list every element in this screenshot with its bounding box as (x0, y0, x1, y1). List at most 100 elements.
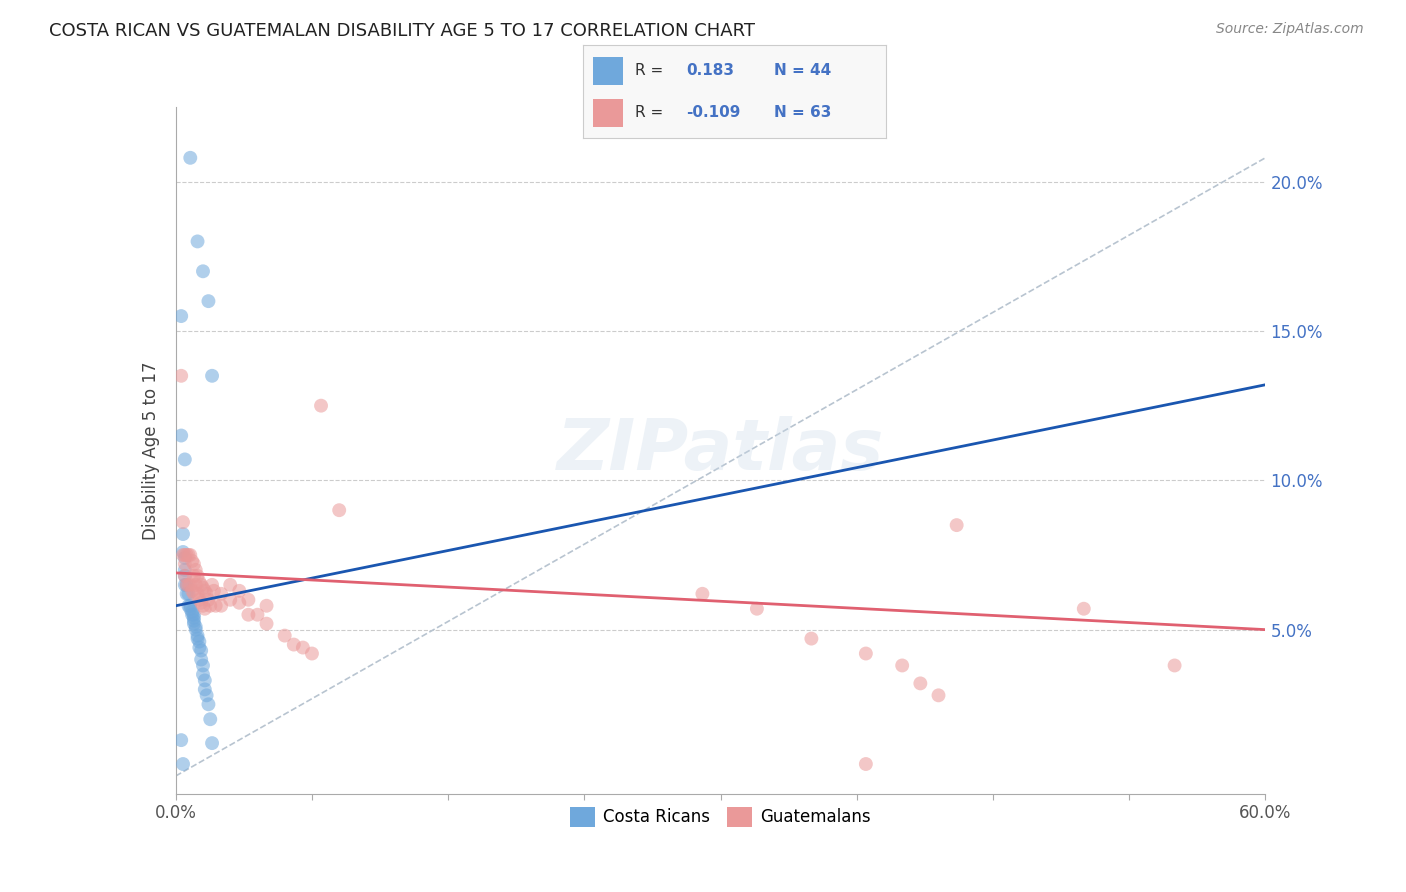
Point (183, 569, 205, 583)
Point (191, 667, 214, 681)
Point (201, 736, 224, 750)
Point (191, 264, 214, 278)
Point (204, 599, 226, 613)
Point (179, 578, 201, 592)
Point (246, 607, 269, 622)
Point (190, 643, 212, 657)
Point (173, 557, 195, 571)
Point (188, 574, 211, 589)
Point (181, 605, 204, 619)
Point (291, 640, 314, 655)
Point (202, 583, 225, 598)
Point (183, 616, 205, 631)
Point (195, 689, 218, 703)
Point (181, 583, 204, 598)
Point (692, 587, 714, 601)
Bar (592, 99, 623, 127)
Point (176, 578, 198, 592)
Point (190, 578, 212, 592)
Point (274, 629, 297, 643)
Point (173, 569, 195, 583)
Point (176, 548, 198, 562)
Point (745, 601, 768, 615)
Text: 0.183: 0.183 (686, 63, 734, 78)
Bar (592, 57, 623, 85)
Point (181, 554, 204, 568)
Point (283, 638, 305, 652)
Point (173, 548, 195, 562)
Text: N = 63: N = 63 (773, 105, 831, 120)
Point (179, 548, 201, 562)
Point (200, 599, 222, 613)
Point (186, 629, 209, 643)
Y-axis label: Disability Age 5 to 17: Disability Age 5 to 17 (142, 361, 160, 540)
Point (172, 527, 194, 541)
Point (179, 599, 201, 613)
Point (173, 569, 195, 583)
Point (181, 607, 204, 622)
Point (179, 601, 201, 615)
Point (219, 592, 242, 607)
Point (219, 578, 242, 592)
Point (186, 632, 209, 646)
Point (201, 578, 224, 592)
Text: ZIPatlas: ZIPatlas (557, 416, 884, 485)
Point (170, 733, 193, 747)
Point (176, 578, 198, 592)
Point (188, 592, 211, 607)
Point (328, 503, 350, 517)
Point (172, 515, 194, 529)
Text: R =: R = (636, 63, 668, 78)
Point (309, 399, 332, 413)
Point (197, 698, 219, 712)
Point (177, 578, 200, 592)
Point (188, 640, 211, 655)
Point (928, 689, 950, 703)
Point (183, 610, 205, 624)
Point (228, 583, 250, 598)
Point (891, 658, 914, 673)
Text: COSTA RICAN VS GUATEMALAN DISABILITY AGE 5 TO 17 CORRELATION CHART: COSTA RICAN VS GUATEMALAN DISABILITY AGE… (49, 22, 755, 40)
Point (256, 616, 278, 631)
Point (945, 518, 967, 533)
Point (186, 569, 209, 583)
Point (191, 658, 214, 673)
Point (173, 578, 195, 592)
Point (170, 368, 193, 383)
Point (800, 632, 823, 646)
Point (200, 712, 222, 726)
Point (170, 309, 193, 323)
Point (194, 583, 217, 598)
Point (910, 676, 932, 690)
Point (194, 673, 217, 688)
Point (209, 599, 232, 613)
Text: -0.109: -0.109 (686, 105, 741, 120)
Point (188, 634, 211, 648)
Point (179, 151, 201, 165)
Text: R =: R = (636, 105, 668, 120)
Point (197, 294, 219, 309)
Point (184, 578, 207, 592)
Point (173, 551, 195, 566)
Point (228, 596, 250, 610)
Point (190, 652, 212, 666)
Point (172, 757, 194, 772)
Point (1073, 601, 1095, 615)
Point (855, 647, 877, 661)
Legend: Costa Ricans, Guatemalans: Costa Ricans, Guatemalans (564, 800, 877, 834)
Point (238, 607, 260, 622)
Point (201, 368, 224, 383)
Point (184, 620, 207, 634)
Point (194, 601, 217, 615)
Point (184, 563, 207, 577)
Point (183, 614, 205, 628)
Point (191, 581, 214, 595)
Point (256, 599, 278, 613)
Point (186, 587, 209, 601)
Point (177, 548, 200, 562)
Point (186, 235, 209, 249)
Point (170, 428, 193, 442)
Point (301, 647, 323, 661)
Point (209, 587, 232, 601)
Point (177, 599, 200, 613)
